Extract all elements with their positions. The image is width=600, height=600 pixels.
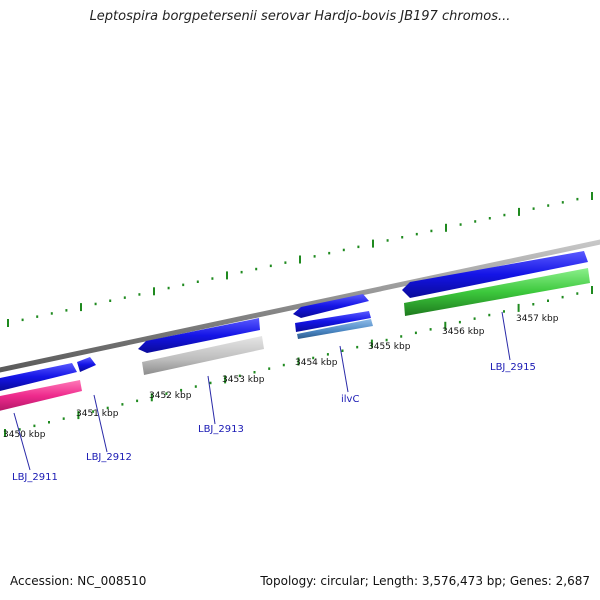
leader-line (501, 311, 511, 361)
leader-line (339, 345, 349, 393)
gene-label-lbj-2912[interactable]: LBJ_2912 (86, 452, 132, 463)
gene-label-ilvc[interactable]: ilvC (341, 394, 359, 405)
genome-summary-text: Topology: circular; Length: 3,576,473 bp… (260, 574, 590, 588)
tick-label: 3454 kbp (295, 358, 338, 368)
gene-labels: LBJ_2911 LBJ_2912 LBJ_2913 ilvC LBJ_2915 (12, 362, 536, 483)
tick-label: 3455 kbp (368, 342, 411, 352)
gene-block-blue (293, 294, 369, 318)
tick-label: 3457 kbp (516, 314, 559, 324)
tick-label: 3456 kbp (442, 327, 485, 337)
gene-block-blue (77, 357, 96, 372)
gene-block-blue (0, 363, 77, 391)
tick-label: 3453 kbp (222, 375, 265, 385)
leader-line (13, 412, 31, 471)
gene-label-lbj-2911[interactable]: LBJ_2911 (12, 472, 58, 483)
upper-tick-track (7, 192, 593, 327)
gene-features (0, 251, 590, 411)
gene-block-green (404, 268, 590, 316)
gene-block-blue (295, 311, 371, 332)
gene-block-blue (402, 251, 588, 298)
gene-leaders (13, 311, 511, 471)
leader-line (93, 394, 108, 453)
accession-text: Accession: NC_008510 (10, 574, 147, 588)
gene-label-lbj-2915[interactable]: LBJ_2915 (490, 362, 536, 373)
gene-block-steel (297, 319, 373, 339)
gene-block-gray (142, 336, 264, 375)
tick-label: 3452 kbp (149, 391, 192, 401)
tick-labels: 3450 kbp 3451 kbp 3452 kbp 3453 kbp 3454… (3, 314, 559, 440)
leader-line (207, 375, 216, 425)
tick-label: 3451 kbp (76, 409, 119, 419)
tick-label: 3450 kbp (3, 430, 46, 440)
gene-block-pink (0, 380, 82, 411)
map-title: Leptospira borgpetersenii serovar Hardjo… (89, 9, 511, 24)
lower-tick-track (4, 286, 593, 437)
backbone (0, 239, 600, 373)
gene-block-blue (138, 318, 260, 353)
gene-label-lbj-2913[interactable]: LBJ_2913 (198, 424, 244, 435)
